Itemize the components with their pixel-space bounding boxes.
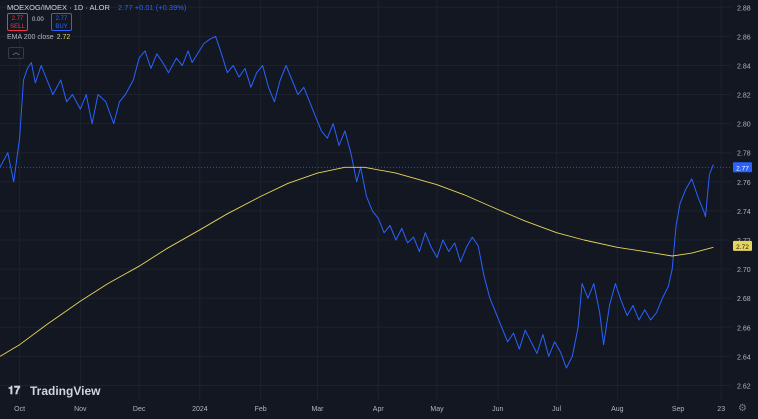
sell-price: 2.77	[11, 16, 24, 22]
y-tick-label: 2.68	[737, 296, 751, 303]
sell-button[interactable]: 2.77 SELL	[7, 13, 28, 31]
x-tick-label: Mar	[311, 406, 324, 413]
price-axis-badge	[733, 240, 752, 251]
y-tick-label: 2.84	[737, 63, 751, 70]
collapse-icon[interactable]: ︿	[8, 47, 24, 59]
sell-label: SELL	[10, 24, 25, 30]
y-tick-label: 2.74	[737, 209, 751, 216]
price-axis-badge-label: 2.77	[736, 165, 749, 172]
y-tick-label: 2.76	[737, 180, 751, 187]
x-tick-label: Jul	[552, 406, 561, 413]
x-tick-label: May	[430, 406, 444, 413]
buy-label: BUY	[55, 24, 68, 30]
y-tick-label: 2.78	[737, 151, 751, 158]
x-tick-label: Feb	[255, 406, 267, 413]
ema-series-line	[0, 166, 714, 357]
y-tick-label: 2.86	[737, 34, 751, 41]
price-axis-badge-label: 2.72	[736, 244, 749, 251]
tradingview-logo-icon[interactable]: 𝟏𝟕	[8, 385, 21, 397]
x-tick-label: Nov	[74, 406, 87, 413]
y-tick-label: 2.80	[737, 122, 751, 129]
tradingview-logo-text[interactable]: TradingView	[30, 384, 101, 398]
ema-indicator-legend[interactable]: EMA 200 close 2.72	[7, 34, 70, 41]
y-tick-label: 2.66	[737, 325, 751, 332]
settings-gear-icon[interactable]: ⚙	[738, 403, 747, 414]
y-tick-label: 2.70	[737, 267, 751, 274]
x-tick-label: Sep	[672, 406, 685, 413]
x-tick-label: Apr	[373, 406, 385, 413]
x-tick-label: Jun	[492, 406, 503, 413]
y-tick-label: 2.62	[737, 383, 751, 390]
symbol-title: MOEXOG/IMOEX · 1D · ALOR	[7, 3, 110, 12]
x-tick-label: 2024	[192, 406, 208, 413]
y-tick-label: 2.88	[737, 5, 751, 12]
x-tick-label: 23	[717, 406, 725, 413]
y-tick-label: 2.64	[737, 354, 751, 361]
buy-button[interactable]: 2.77 BUY	[51, 13, 72, 31]
buy-price: 2.77	[55, 16, 68, 22]
spread-value: 0.00	[32, 17, 44, 23]
price-axis-badge	[733, 162, 752, 173]
x-tick-label: Oct	[14, 406, 25, 413]
x-tick-label: Aug	[611, 406, 624, 413]
y-tick-label: 2.82	[737, 93, 751, 100]
symbol-legend[interactable]: MOEXOG/IMOEX · 1D · ALOR 2.77 +0.01 (+0.…	[7, 3, 186, 13]
price-series-line	[0, 35, 714, 369]
x-tick-label: Dec	[133, 406, 146, 413]
ema-label: EMA 200 close	[7, 34, 54, 41]
ema-value: 2.72	[56, 34, 71, 41]
last-quote: 2.77 +0.01 (+0.39%)	[118, 3, 187, 12]
